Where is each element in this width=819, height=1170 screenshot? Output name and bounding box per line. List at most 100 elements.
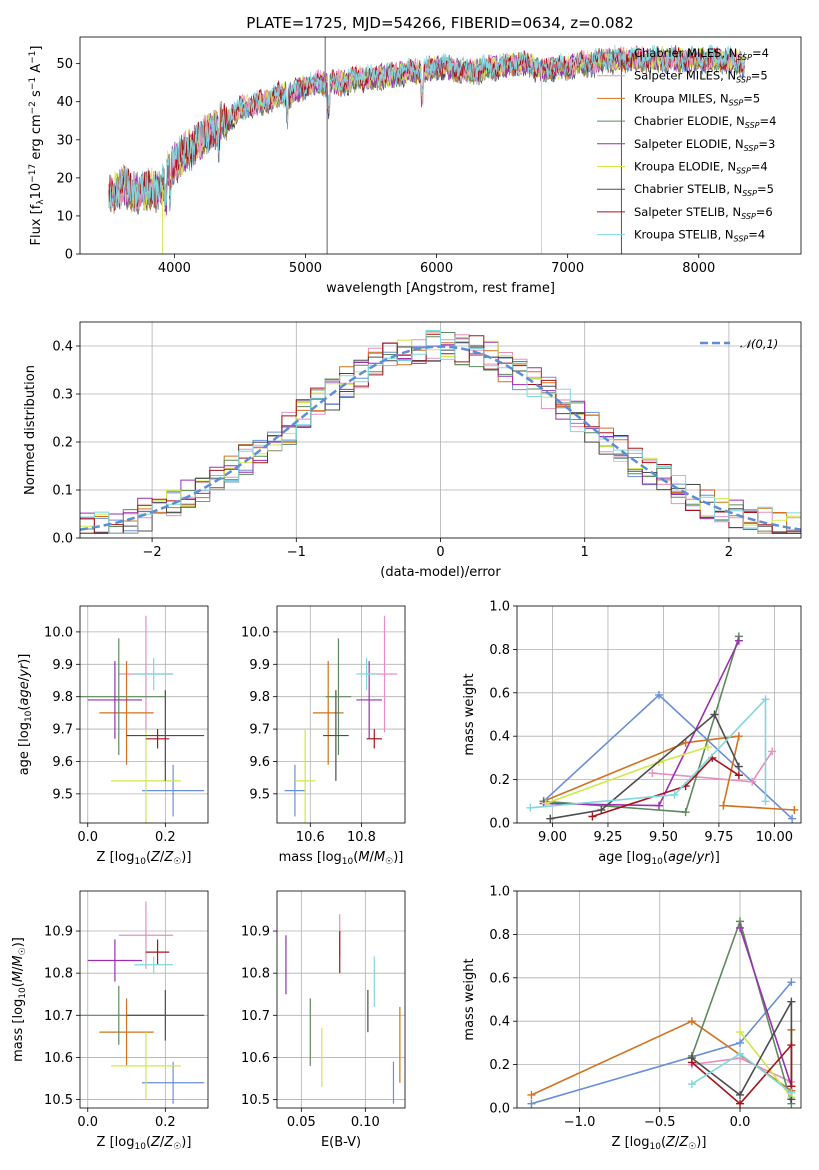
y-tick-label: 0.3 (52, 388, 73, 403)
panel-weight_vs_Z: −1.0 −0.5 0.0 0.0 0.2 0.4 0.6 0.8 1.0 Z [log10(Z/… (462, 885, 802, 1152)
weight-point-marker (748, 777, 757, 786)
plot-area-weight_vs_Z (517, 891, 801, 1108)
weight-point-marker (597, 805, 606, 814)
weight-point-marker (687, 1017, 696, 1026)
x-tick-label: 0.0 (730, 1115, 751, 1130)
legend-entry: 𝒩(0,1) (740, 337, 778, 351)
weight-series-line (531, 1020, 793, 1096)
weight-point-marker (736, 1049, 745, 1058)
axes-frame (79, 605, 209, 824)
weight-point-marker (736, 1090, 745, 1099)
y-tick-label: 10.9 (241, 925, 270, 940)
weight-series-line (543, 640, 740, 807)
panel-age_vs_Z: 0.0 0.2 9.5 9.6 9.7 9.8 9.9 10.0 Z [log10(Z/Z☉)]… (17, 605, 209, 867)
weight-point-marker (719, 801, 728, 810)
weight-series-line (592, 756, 740, 818)
legend-entry: Salpeter STELIB, NSSP=6 (634, 205, 773, 221)
panel-residual_histogram: −2 −1 0 1 2 0.0 0.1 0.2 0.3 0.4 (data-model)/error… (23, 321, 802, 580)
x-tick-label: −2 (143, 545, 162, 560)
axes-frame (79, 321, 802, 539)
x-tick-label: 1 (581, 545, 589, 560)
y-tick-label: 10.6 (241, 1051, 270, 1066)
y-tick-label: 0.1 (52, 484, 73, 499)
panel-mass_vs_ebv: 0.05 0.10 10.5 10.6 10.7 10.8 10.9 E(B-V) (241, 890, 406, 1150)
y-tick-label: 9.6 (249, 755, 270, 770)
weight-point-marker (787, 997, 796, 1006)
axes-frame (79, 890, 209, 1109)
weight-series-line (531, 981, 793, 1105)
plot-area-mass_vs_ebv (277, 891, 405, 1108)
x-tick-label: 0.05 (287, 1115, 316, 1130)
histogram-series (80, 330, 801, 534)
y-tick-label: 0.8 (489, 643, 510, 658)
y-tick-label: 9.7 (249, 723, 270, 738)
weight-point-marker (588, 812, 597, 821)
y-axis-label: mass [log10(M/M☉)] (11, 937, 28, 1062)
weight-series-line (543, 735, 795, 811)
weight-point-marker (768, 747, 777, 756)
weight-point-marker (736, 923, 745, 932)
y-tick-label: 1.0 (489, 885, 510, 900)
x-tick-label: 9.00 (538, 830, 567, 845)
y-tick-label: 0.2 (489, 1058, 510, 1073)
y-tick-label: 10.8 (44, 967, 73, 982)
plot-area-spectrum (108, 37, 745, 254)
x-tick-label: 0.2 (155, 1115, 176, 1130)
weight-point-marker (526, 803, 535, 812)
x-tick-label: −1.0 (564, 1115, 596, 1130)
x-axis-label: Z [log10(Z/Z☉)] (612, 1135, 707, 1152)
y-tick-label: 10.0 (44, 625, 73, 640)
y-tick-label: 0.0 (489, 1102, 510, 1117)
y-tick-label: 0.2 (52, 436, 73, 451)
weight-point-marker (734, 732, 743, 741)
legend-entry: Kroupa ELODIE, NSSP=4 (634, 160, 768, 176)
axes-frame (276, 605, 406, 824)
panel-mass_vs_Z: 0.0 0.2 10.5 10.6 10.7 10.8 10.9 Z [log10(Z/Z☉)… (11, 890, 209, 1152)
weight-point-marker (687, 1058, 696, 1067)
y-tick-label: 9.8 (249, 690, 270, 705)
x-tick-label: 0.0 (77, 1115, 98, 1130)
legend-entry: Chabrier ELODIE, NSSP=4 (634, 114, 776, 130)
weight-point-marker (761, 695, 770, 704)
weight-point-marker (790, 805, 799, 814)
y-tick-label: 10.0 (241, 625, 270, 640)
y-tick-label: 10 (56, 209, 73, 224)
y-tick-label: 0.2 (489, 773, 510, 788)
legend-entry: Salpeter ELODIE, NSSP=3 (634, 137, 775, 153)
weight-point-marker (655, 801, 663, 810)
weight-series-line (543, 636, 740, 813)
x-tick-label: 4000 (158, 261, 191, 276)
y-axis-label: Normed distribution (23, 365, 38, 495)
y-tick-label: 1.0 (489, 600, 510, 615)
y-tick-label: 0.6 (489, 686, 510, 701)
spectrum-line (108, 44, 745, 213)
y-tick-label: 10.5 (44, 1093, 73, 1108)
weight-point-marker (761, 797, 770, 806)
y-tick-label: 9.7 (52, 723, 73, 738)
x-tick-label: −0.5 (644, 1115, 676, 1130)
panel-age_vs_mass: 10.6 10.8 9.5 9.6 9.7 9.8 9.9 10.0 mass [log10(M… (241, 605, 406, 867)
axes-frame (276, 890, 406, 1109)
weight-point-marker (670, 790, 679, 799)
y-tick-label: 0.8 (489, 928, 510, 943)
weight-series-line (739, 927, 793, 1087)
y-tick-label: 9.5 (52, 787, 73, 802)
y-tick-label: 9.9 (52, 658, 73, 673)
x-tick-label: 0 (436, 545, 444, 560)
plot-area-weight_vs_age (517, 606, 801, 823)
x-axis-label: Z [log10(Z/Z☉)] (97, 850, 192, 867)
y-tick-label: 0.4 (52, 340, 73, 355)
y-tick-label: 0 (65, 248, 73, 263)
x-axis-label: age [log10(age/yr)] (598, 850, 720, 867)
y-tick-label: 0.6 (489, 971, 510, 986)
weight-point-marker (655, 690, 663, 699)
weight-point-marker (687, 1080, 696, 1089)
legend-entry: Chabrier MILES, NSSP=4 (634, 46, 769, 62)
spectrum-line (108, 45, 745, 212)
x-tick-label: 9.75 (704, 830, 733, 845)
legend-entry: Kroupa STELIB, NSSP=4 (634, 228, 765, 244)
legend-entry: Chabrier STELIB, NSSP=5 (634, 182, 774, 198)
y-tick-label: 30 (56, 133, 73, 148)
spectrum-legend: Chabrier MILES, NSSP=4 Salpeter MILES, NS… (597, 46, 776, 244)
